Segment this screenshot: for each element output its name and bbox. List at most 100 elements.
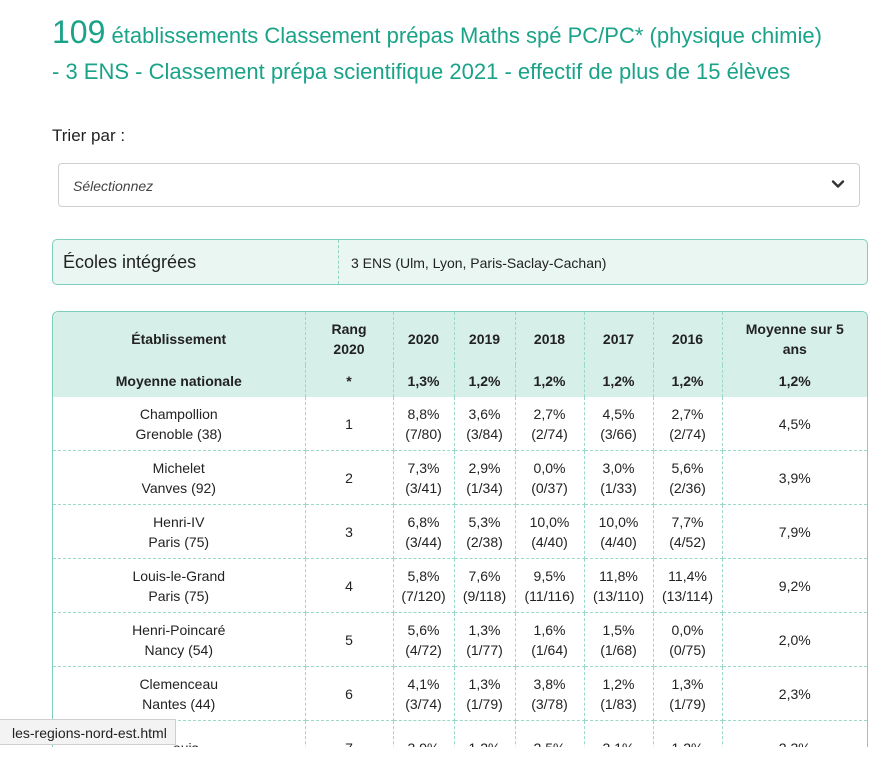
school-city[interactable]: Vanves (92) [141, 479, 216, 496]
school-name[interactable]: Henri-IV [153, 513, 205, 530]
col-header-2018[interactable]: 2018 [515, 312, 585, 365]
five-year-average-cell: 2,0% [722, 612, 867, 667]
table-row: Champollion Grenoble (38) 1 8,8% (7/80) 3,6% (… [53, 397, 867, 451]
year-rate-cell: 7,7% (4/52) [653, 504, 723, 559]
school-link[interactable]: Michelet Vanves (92) [53, 450, 306, 505]
school-name[interactable]: Louis-le-Grand [132, 567, 226, 584]
rate-percent: 3,6% [468, 405, 501, 422]
rate-fraction: (0/75) [669, 641, 706, 658]
school-link[interactable]: Champollion Grenoble (38) [53, 397, 306, 451]
rate-fraction: (3/84) [466, 425, 503, 442]
rate-percent: 1,3% [468, 621, 501, 638]
rate-fraction: (1/79) [669, 695, 706, 712]
national-2016: 1,2% [653, 365, 723, 397]
rate-fraction: (3/74) [405, 695, 442, 712]
rate-fraction: (4/40) [531, 533, 568, 550]
rate-fraction: (1/68) [600, 641, 637, 658]
rate-percent: 5,6% [407, 621, 440, 638]
rate-fraction: (2/74) [669, 425, 706, 442]
year-rate-cell: 5,6% (2/36) [653, 450, 723, 505]
col-header-2019[interactable]: 2019 [454, 312, 516, 365]
school-link[interactable]: Clemenceau Nantes (44) [53, 666, 306, 721]
col-header-rang[interactable]: Rang 2020 [305, 312, 394, 365]
sort-select[interactable]: Sélectionnez [58, 163, 860, 207]
rate-fraction: (3/66) [600, 425, 637, 442]
rank-cell: 6 [305, 666, 394, 721]
year-rate-cell: 3,0% (1/33) [584, 450, 654, 505]
school-link[interactable]: Henri-Poincaré Nancy (54) [53, 612, 306, 667]
year-rate-cell: 2,9% (1/34) [454, 450, 516, 505]
national-average-row: Moyenne nationale * 1,3% 1,2% 1,2% 1,2% … [53, 365, 867, 397]
year-rate-cell: 3,1% [584, 720, 654, 747]
rank-cell: 5 [305, 612, 394, 667]
school-link[interactable]: Henri-IV Paris (75) [53, 504, 306, 559]
ranking-table: Établissement Rang 2020 2020 2019 2018 20… [53, 312, 867, 747]
school-link[interactable]: Louis-le-Grand Paris (75) [53, 558, 306, 613]
integrated-schools-label: Écoles intégrées [63, 252, 197, 272]
title-line-2: - 3 ENS - Classement prépa scientifique … [52, 59, 791, 84]
school-name[interactable]: Michelet [152, 459, 205, 476]
rate-fraction: (4/40) [600, 533, 637, 550]
five-year-average-cell: 2,3% [722, 720, 867, 747]
rate-percent: 2,7% [533, 405, 566, 422]
col-header-moyenne[interactable]: Moyenne sur 5 ans [722, 312, 867, 365]
rate-percent: 0,0% [533, 459, 566, 476]
rate-percent: 3,8% [533, 675, 566, 692]
year-rate-cell: 1,6% (1/64) [515, 612, 585, 667]
school-name[interactable]: Champollion [139, 405, 218, 422]
rate-percent: 5,3% [468, 513, 501, 530]
school-name[interactable]: …ouis [159, 740, 199, 748]
rate-percent: 7,6% [468, 567, 501, 584]
ranking-table-container: Établissement Rang 2020 2020 2019 2018 20… [52, 311, 868, 747]
year-rate-cell: 9,5% (11/116) [515, 558, 585, 613]
table-row: …ouis 7 3,9% 1,2% 2,5% 3,1% 1,2% 2,3% [53, 720, 867, 748]
school-city[interactable]: Nantes (44) [142, 695, 216, 712]
year-rate-cell: 3,9% [393, 720, 455, 747]
col-header-2020[interactable]: 2020 [393, 312, 455, 365]
rate-percent: 2,5% [534, 740, 566, 748]
table-row: Henri-IV Paris (75) 3 6,8% (3/44) 5,3% (2/38) 1… [53, 504, 867, 559]
year-rate-cell: 1,3% (1/77) [454, 612, 516, 667]
rate-percent: 5,6% [671, 459, 704, 476]
national-2020: 1,3% [393, 365, 455, 397]
rate-percent: 1,2% [602, 675, 635, 692]
establishment-count: 109 [52, 14, 106, 50]
table-row: Louis-le-Grand Paris (75) 4 5,8% (7/120) 7,6%… [53, 558, 867, 613]
rate-percent: 11,8% [599, 567, 638, 584]
national-2017: 1,2% [584, 365, 654, 397]
year-rate-cell: 8,8% (7/80) [393, 397, 455, 451]
rate-fraction: (7/80) [405, 425, 442, 442]
school-name[interactable]: Clemenceau [139, 675, 219, 692]
rate-fraction: (1/34) [466, 479, 503, 496]
five-year-average-cell: 2,3% [722, 666, 867, 721]
school-city[interactable]: Grenoble (38) [135, 425, 222, 442]
sort-label: Trier par : [52, 126, 126, 145]
year-rate-cell: 0,0% (0/37) [515, 450, 585, 505]
rate-fraction: (1/33) [600, 479, 637, 496]
school-city[interactable]: Paris (75) [148, 587, 210, 604]
chevron-down-icon [831, 180, 845, 188]
col-header-etablissement[interactable]: Établissement [53, 312, 306, 365]
year-rate-cell: 1,2% [454, 720, 516, 747]
rate-percent: 1,5% [602, 621, 635, 638]
national-label: Moyenne nationale [53, 365, 306, 397]
rate-fraction: (4/52) [669, 533, 706, 550]
year-rate-cell: 5,8% (7/120) [393, 558, 455, 613]
rate-fraction: (9/118) [462, 587, 507, 604]
rate-fraction: (2/74) [531, 425, 568, 442]
year-rate-cell: 1,3% (1/79) [653, 666, 723, 721]
col-header-2016[interactable]: 2016 [653, 312, 723, 365]
school-name[interactable]: Henri-Poincaré [132, 621, 226, 638]
school-city[interactable]: Nancy (54) [144, 641, 213, 658]
rate-percent: 8,8% [407, 405, 440, 422]
national-rang: * [305, 365, 394, 397]
school-city[interactable]: Paris (75) [148, 533, 210, 550]
rank-cell: 7 [305, 720, 394, 747]
year-rate-cell: 2,5% [515, 720, 585, 748]
col-header-2017[interactable]: 2017 [584, 312, 654, 365]
rate-percent: 0,0% [671, 621, 704, 638]
rate-fraction: (2/36) [669, 479, 706, 496]
rate-percent: 10,0% [598, 513, 639, 530]
year-rate-cell: 3,6% (3/84) [454, 397, 516, 451]
rate-percent: 10,0% [529, 513, 570, 530]
